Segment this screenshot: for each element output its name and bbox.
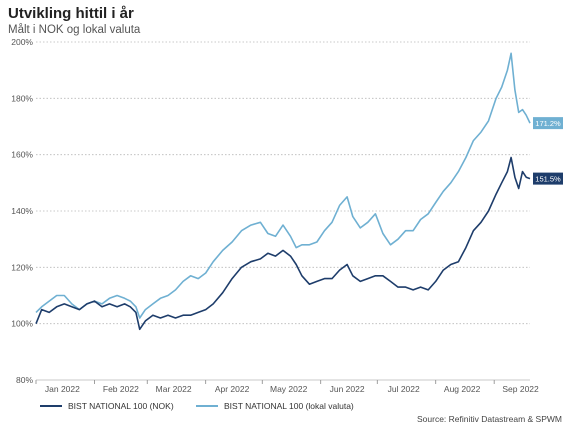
y-tick-label: 120% — [11, 262, 33, 272]
series-line — [35, 156, 531, 331]
end-value-text: 151.5% — [535, 175, 561, 184]
grid — [36, 41, 530, 381]
y-tick-label: 80% — [16, 375, 33, 385]
x-axis: Jan 2022 Feb 2022 Mar 2022 Apr 2022 May 2022… — [35, 380, 539, 394]
end-value-text: 171.2% — [535, 119, 561, 128]
end-labels: 151.5% 171.2% — [533, 117, 563, 185]
x-tick-label: Mar 2022 — [156, 384, 192, 394]
y-tick-label: 160% — [11, 150, 33, 160]
y-tick-label: 180% — [11, 93, 33, 103]
chart-subtitle: Målt i NOK og lokal valuta — [8, 24, 141, 36]
legend-label-nok: BIST NATIONAL 100 (NOK) — [68, 401, 174, 411]
y-tick-label: 100% — [11, 319, 33, 329]
end-value-label: 171.2% — [533, 117, 563, 130]
end-value-label: 151.5% — [533, 172, 563, 185]
x-tick-label: Aug 2022 — [444, 384, 481, 394]
series-line — [35, 52, 531, 319]
x-tick-label: Jul 2022 — [388, 384, 420, 394]
x-tick-label: Apr 2022 — [215, 384, 250, 394]
x-tick-label: May 2022 — [270, 384, 308, 394]
y-tick-label: 140% — [11, 206, 33, 216]
x-tick-label: Jun 2022 — [330, 384, 365, 394]
legend-swatch-nok — [40, 405, 62, 407]
source-note: Source: Refinitiv Datastream & SPWM — [416, 414, 562, 424]
legend-label-local: BIST NATIONAL 100 (lokal valuta) — [224, 401, 354, 411]
x-tick-label: Jan 2022 — [45, 384, 80, 394]
series-lines — [35, 52, 531, 331]
y-axis: 80% 100% 120% 140% 160% 180% 200% — [11, 37, 33, 385]
chart-title: Utvikling hittil i år — [8, 5, 134, 22]
legend-item-nok: BIST NATIONAL 100 (NOK) — [40, 401, 174, 411]
x-tick-label: Sep 2022 — [502, 384, 539, 394]
legend-item-local: BIST NATIONAL 100 (lokal valuta) — [196, 401, 354, 411]
legend-swatch-local — [196, 405, 218, 407]
y-tick-label: 200% — [11, 37, 33, 47]
end-value-box — [533, 117, 563, 130]
end-value-box — [533, 172, 563, 185]
x-tick-label: Feb 2022 — [103, 384, 139, 394]
